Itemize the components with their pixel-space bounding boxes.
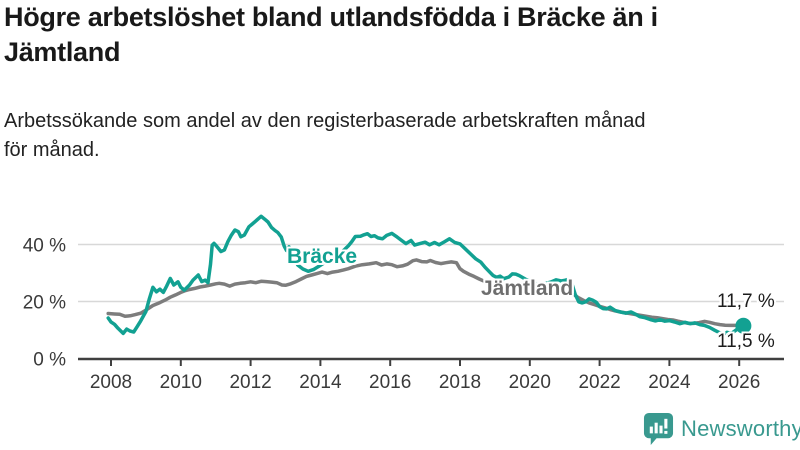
x-axis-label: 2010 [160, 372, 202, 393]
newsworthy-logo: Newsworthy [643, 412, 800, 446]
newsworthy-logo-text: Newsworthy [681, 416, 800, 441]
x-axis-label: 2014 [299, 372, 342, 393]
jmtland-line [106, 258, 745, 328]
x-axis-label: 2016 [369, 372, 411, 393]
x-axis-label: 2022 [578, 372, 620, 393]
y-axis-label: 20 % [23, 293, 66, 314]
series-label-bracke: Bräcke [287, 245, 358, 268]
end-value-label-jamtland: 11,7 % [717, 291, 775, 312]
newsworthy-logo-icon [643, 413, 674, 445]
series-end-dot [735, 317, 752, 334]
y-axis-label: 40 % [23, 236, 66, 257]
x-axis-label: 2026 [718, 372, 760, 393]
x-axis-label: 2008 [90, 372, 132, 393]
y-axis-label: 0 % [33, 350, 66, 371]
series-label-jamtland: Jämtland [481, 277, 574, 300]
page-subtitle: Arbetssökande som andel av den registerb… [4, 110, 646, 161]
end-value-label-bracke: 11,5 % [717, 331, 775, 352]
x-axis-label: 2012 [229, 372, 271, 393]
x-axis-label: 2018 [439, 372, 481, 393]
speech-bubble-shape [643, 413, 674, 445]
brcke-line [106, 214, 746, 337]
mini-bar-chart-glyph [649, 418, 668, 434]
x-axis-label: 2024 [648, 372, 691, 393]
x-axis-label: 2020 [509, 372, 551, 393]
page-title: Högre arbetslöshet bland utlandsfödda i … [4, 2, 658, 67]
